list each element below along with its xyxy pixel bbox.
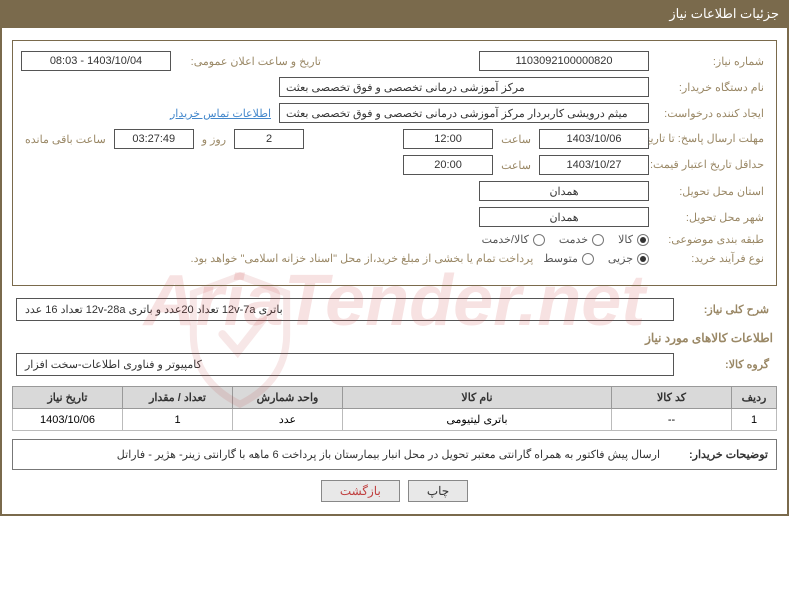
row-city: شهر محل تحویل: همدان <box>21 207 768 227</box>
cat-opt2: خدمت <box>559 233 588 246</box>
radio-circle-icon <box>533 234 545 246</box>
pt-opt2: متوسط <box>543 252 578 265</box>
city-field: همدان <box>479 207 649 227</box>
row-buyer-org: نام دستگاه خریدار: مرکز آموزشی درمانی تخ… <box>21 77 768 97</box>
button-row: چاپ بازگشت <box>12 480 777 502</box>
need-no-label: شماره نیاز: <box>653 55 768 68</box>
announce-label: تاریخ و ساعت اعلان عمومی: <box>175 55 325 68</box>
row-deadline: مهلت ارسال پاسخ: تا تاریخ: 1403/10/06 سا… <box>21 129 768 149</box>
details-panel: شماره نیاز: 1103092100000820 تاریخ و ساع… <box>12 40 777 286</box>
buyer-notes-text: ارسال پیش فاکتور به همراه گارانتی معتبر … <box>21 448 660 461</box>
row-province: استان محل تحویل: همدان <box>21 181 768 201</box>
pt-opt1: جزیی <box>608 252 633 265</box>
table-header-cell: نام کالا <box>343 387 612 409</box>
table-body: 1--باتری لیتیومیعدد11403/10/06 <box>13 409 777 431</box>
group-field: کامپیوتر و فناوری اطلاعات-سخت افزار <box>16 353 674 376</box>
province-label: استان محل تحویل: <box>653 185 768 198</box>
contact-link[interactable]: اطلاعات تماس خریدار <box>166 107 275 120</box>
category-radio-group: کالا خدمت کالا/خدمت <box>482 233 649 246</box>
radio-circle-icon <box>637 253 649 265</box>
row-validity: حداقل تاریخ اعتبار قیمت: تا تاریخ: 1403/… <box>21 155 768 175</box>
items-table: ردیفکد کالانام کالاواحد شمارشتعداد / مقد… <box>12 386 777 431</box>
table-cell: عدد <box>233 409 343 431</box>
requester-field: میثم درویشی کاربردار مرکز آموزشی درمانی … <box>279 103 649 123</box>
radio-item-khedmat[interactable]: خدمت <box>559 233 604 246</box>
cat-opt1: کالا <box>618 233 633 246</box>
countdown-field: 03:27:49 <box>114 129 194 149</box>
content-area: شماره نیاز: 1103092100000820 تاریخ و ساع… <box>0 28 789 516</box>
table-cell: 1 <box>123 409 233 431</box>
validity-label: حداقل تاریخ اعتبار قیمت: تا تاریخ: <box>653 158 768 172</box>
time-label-2: ساعت <box>497 159 535 172</box>
row-category: طبقه بندی موضوعی: کالا خدمت کالا/خدمت <box>21 233 768 246</box>
validity-date-field: 1403/10/27 <box>539 155 649 175</box>
table-cell: باتری لیتیومی <box>343 409 612 431</box>
cat-opt3: کالا/خدمت <box>482 233 529 246</box>
days-field: 2 <box>234 129 304 149</box>
requester-label: ایجاد کننده درخواست: <box>653 107 768 120</box>
deadline-label: مهلت ارسال پاسخ: تا تاریخ: <box>653 132 768 146</box>
table-header-cell: تاریخ نیاز <box>13 387 123 409</box>
remaining-label: ساعت باقی مانده <box>21 133 110 146</box>
desc-field: باتری 12v-7a تعداد 20عدد و باتری 12v-28a… <box>16 298 674 321</box>
announce-field: 1403/10/04 - 08:03 <box>21 51 171 71</box>
table-row: 1--باتری لیتیومیعدد11403/10/06 <box>13 409 777 431</box>
table-cell: 1 <box>732 409 777 431</box>
purchase-type-label: نوع فرآیند خرید: <box>653 252 768 265</box>
row-need-no: شماره نیاز: 1103092100000820 تاریخ و ساع… <box>21 51 768 71</box>
main-container: AriaTender.net جزئیات اطلاعات نیاز شماره… <box>0 0 789 516</box>
table-header-cell: ردیف <box>732 387 777 409</box>
table-cell: 1403/10/06 <box>13 409 123 431</box>
buyer-org-field: مرکز آموزشی درمانی تخصصی و فوق تخصصی بعث… <box>279 77 649 97</box>
group-label: گروه کالا: <box>678 358 773 371</box>
desc-label: شرح کلی نیاز: <box>678 303 773 316</box>
shield-icon <box>180 270 300 410</box>
back-button[interactable]: بازگشت <box>321 480 400 502</box>
buyer-notes-box: توضیحات خریدار: ارسال پیش فاکتور به همرا… <box>12 439 777 470</box>
radio-item-kala-khedmat[interactable]: کالا/خدمت <box>482 233 545 246</box>
row-requester: ایجاد کننده درخواست: میثم درویشی کاربردا… <box>21 103 768 123</box>
payment-note: پرداخت تمام یا بخشی از مبلغ خرید،از محل … <box>185 252 540 265</box>
radio-dot-icon <box>640 256 646 262</box>
print-button[interactable]: چاپ <box>408 480 468 502</box>
page-title-bar: جزئیات اطلاعات نیاز <box>0 0 789 28</box>
table-head: ردیفکد کالانام کالاواحد شمارشتعداد / مقد… <box>13 387 777 409</box>
need-no-field: 1103092100000820 <box>479 51 649 71</box>
table-cell: -- <box>612 409 732 431</box>
page-title: جزئیات اطلاعات نیاز <box>669 6 779 21</box>
validity-time-field: 20:00 <box>403 155 493 175</box>
row-purchase-type: نوع فرآیند خرید: جزیی متوسط پرداخت تمام … <box>21 252 768 265</box>
buyer-org-label: نام دستگاه خریدار: <box>653 81 768 94</box>
purchase-type-radio-group: جزیی متوسط <box>543 252 649 265</box>
days-and-label: روز و <box>198 133 230 146</box>
category-label: طبقه بندی موضوعی: <box>653 233 768 246</box>
radio-circle-icon <box>582 253 594 265</box>
time-label-1: ساعت <box>497 133 535 146</box>
radio-circle-icon <box>592 234 604 246</box>
city-label: شهر محل تحویل: <box>653 211 768 224</box>
deadline-date-field: 1403/10/06 <box>539 129 649 149</box>
radio-circle-icon <box>637 234 649 246</box>
radio-item-motavasset[interactable]: متوسط <box>543 252 594 265</box>
row-group: گروه کالا: کامپیوتر و فناوری اطلاعات-سخت… <box>16 353 773 376</box>
radio-item-kala[interactable]: کالا <box>618 233 649 246</box>
row-description: شرح کلی نیاز: باتری 12v-7a تعداد 20عدد و… <box>16 298 773 321</box>
province-field: همدان <box>479 181 649 201</box>
radio-item-jozei[interactable]: جزیی <box>608 252 649 265</box>
items-section-title: اطلاعات کالاهای مورد نیاز <box>16 331 773 345</box>
radio-dot-icon <box>640 237 646 243</box>
deadline-time-field: 12:00 <box>403 129 493 149</box>
table-header-cell: کد کالا <box>612 387 732 409</box>
buyer-notes-label: توضیحات خریدار: <box>668 448 768 461</box>
